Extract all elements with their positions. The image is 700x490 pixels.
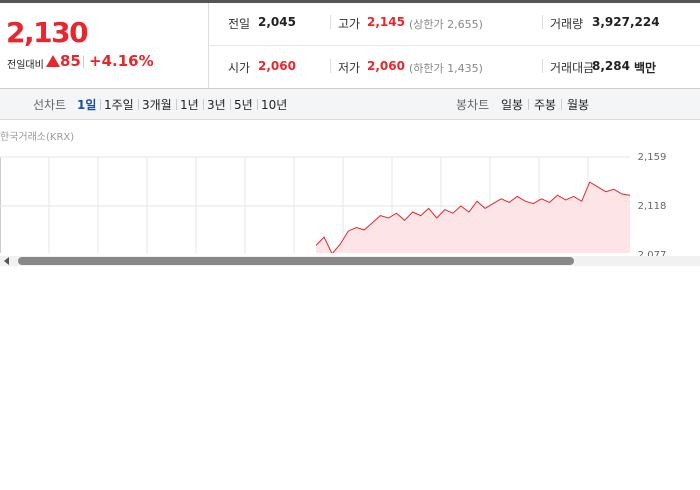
tab[interactable]: 10년: [261, 98, 288, 112]
stat-value: 3,927,224: [592, 15, 660, 29]
tab[interactable]: 주봉: [534, 98, 557, 112]
stat-label: 거래대금: [550, 61, 595, 75]
change-rate: +4.16%: [89, 52, 154, 70]
area: [316, 182, 630, 253]
chart: 한국거래소(KRX) 2,159 2,118 2,077: [0, 131, 700, 266]
stat-note: (하한가 1,435): [409, 62, 483, 75]
stat-value: 2,045: [258, 15, 296, 29]
stat-divider: [330, 59, 331, 73]
stat-unit: 백만: [634, 61, 657, 75]
tab-divider: [561, 99, 562, 110]
tab[interactable]: 5년: [234, 98, 253, 112]
tab-divider: [257, 99, 258, 110]
tab[interactable]: 1주일: [104, 98, 134, 112]
stat-label: 전일: [228, 17, 251, 31]
stat-label: 시가: [228, 61, 251, 75]
y-tick-label: 2,077: [638, 250, 667, 261]
tab[interactable]: 일봉: [501, 98, 524, 112]
panel-divider: [208, 3, 209, 88]
row-divider: [210, 45, 700, 46]
tab-divider: [100, 99, 101, 110]
stat-value: 2,145: [367, 15, 405, 29]
divider: [83, 56, 84, 68]
tab[interactable]: 3년: [207, 98, 226, 112]
stat-divider: [330, 15, 331, 29]
tab-divider: [138, 99, 139, 110]
change-label: 전일대비: [7, 60, 44, 71]
y-tick-label: 2,118: [638, 201, 667, 212]
stat-note: (상한가 2,655): [409, 18, 483, 31]
price-line: [315, 181, 631, 253]
section-border: [0, 88, 700, 89]
stat-label: 저가: [338, 61, 361, 75]
tab[interactable]: 1년: [180, 98, 199, 112]
up-arrow: [46, 55, 60, 67]
stat-value: 2,060: [258, 59, 296, 73]
top-border: [0, 0, 700, 3]
y-tick-label: 2,159: [638, 152, 667, 163]
stat-divider: [542, 59, 543, 73]
scroll-thumb[interactable]: [18, 257, 574, 265]
stat-label: 거래량: [550, 17, 584, 31]
price: 2,130: [6, 16, 89, 49]
tab-divider: [203, 99, 204, 110]
stat-value: 8,284: [592, 59, 630, 73]
tab-label: 봉차트: [456, 98, 490, 112]
tab-divider: [230, 99, 231, 110]
tab-bar: [0, 89, 700, 120]
tab[interactable]: 월봉: [567, 98, 590, 112]
tab-label: 선차트: [33, 98, 67, 112]
stat-label: 고가: [338, 17, 361, 31]
scroll-left[interactable]: [4, 257, 9, 265]
source: 한국거래소(KRX): [0, 131, 74, 143]
tab-divider: [528, 99, 529, 110]
stat-value: 2,060: [367, 59, 405, 73]
change: 85: [60, 52, 81, 70]
tab-divider: [176, 99, 177, 110]
stat-divider: [542, 15, 543, 29]
tab[interactable]: 3개월: [142, 98, 172, 112]
tab[interactable]: 1일: [77, 98, 97, 112]
